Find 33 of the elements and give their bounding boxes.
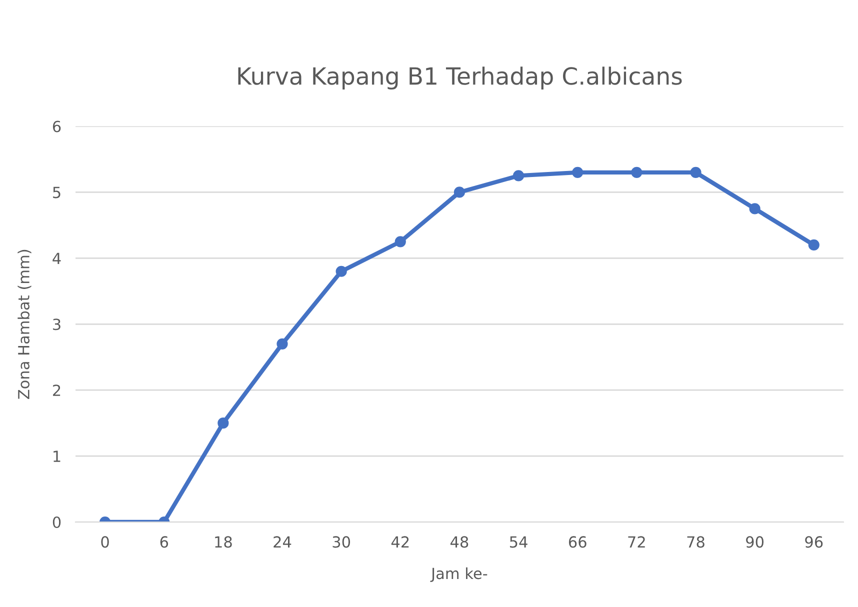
x-tick-label: 6 xyxy=(160,536,168,548)
x-tick-label: 18 xyxy=(215,536,232,548)
x-tick-label: 42 xyxy=(391,536,409,548)
y-tick-label: 6 xyxy=(52,120,61,132)
x-tick-label: 78 xyxy=(687,536,704,548)
point xyxy=(454,186,466,198)
y-tick-label: 0 xyxy=(52,516,61,528)
point xyxy=(690,166,702,178)
chart-title: Kurva Kapang B1 Terhadap C.albicans xyxy=(238,66,682,90)
y-tick-label: 5 xyxy=(53,186,60,198)
point xyxy=(808,239,820,251)
point xyxy=(394,236,406,248)
point xyxy=(572,166,584,178)
y-tick-label: 4 xyxy=(52,252,61,264)
y-tick-label: 2 xyxy=(53,384,60,396)
x-tick-label: 72 xyxy=(628,536,645,548)
x-tick-label: 48 xyxy=(450,536,468,548)
point xyxy=(512,170,524,182)
y-tick-label: 3 xyxy=(53,318,60,330)
x-tick-label: 54 xyxy=(510,536,528,548)
y-axis-title: Zona Hambat (mm) xyxy=(18,250,32,399)
point xyxy=(749,203,760,214)
point xyxy=(336,266,347,277)
x-axis-title: Jam ke- xyxy=(430,567,488,582)
point xyxy=(276,338,288,350)
x-tick-label: 90 xyxy=(746,536,764,548)
x-tick-label: 96 xyxy=(805,536,823,548)
x-tick-label: 66 xyxy=(568,536,586,548)
y-tick-label: 1 xyxy=(54,450,60,462)
x-tick-label: 24 xyxy=(274,536,292,548)
point xyxy=(631,166,642,178)
x-tick-label: 0 xyxy=(101,536,109,548)
x-tick-label: 30 xyxy=(332,536,350,548)
